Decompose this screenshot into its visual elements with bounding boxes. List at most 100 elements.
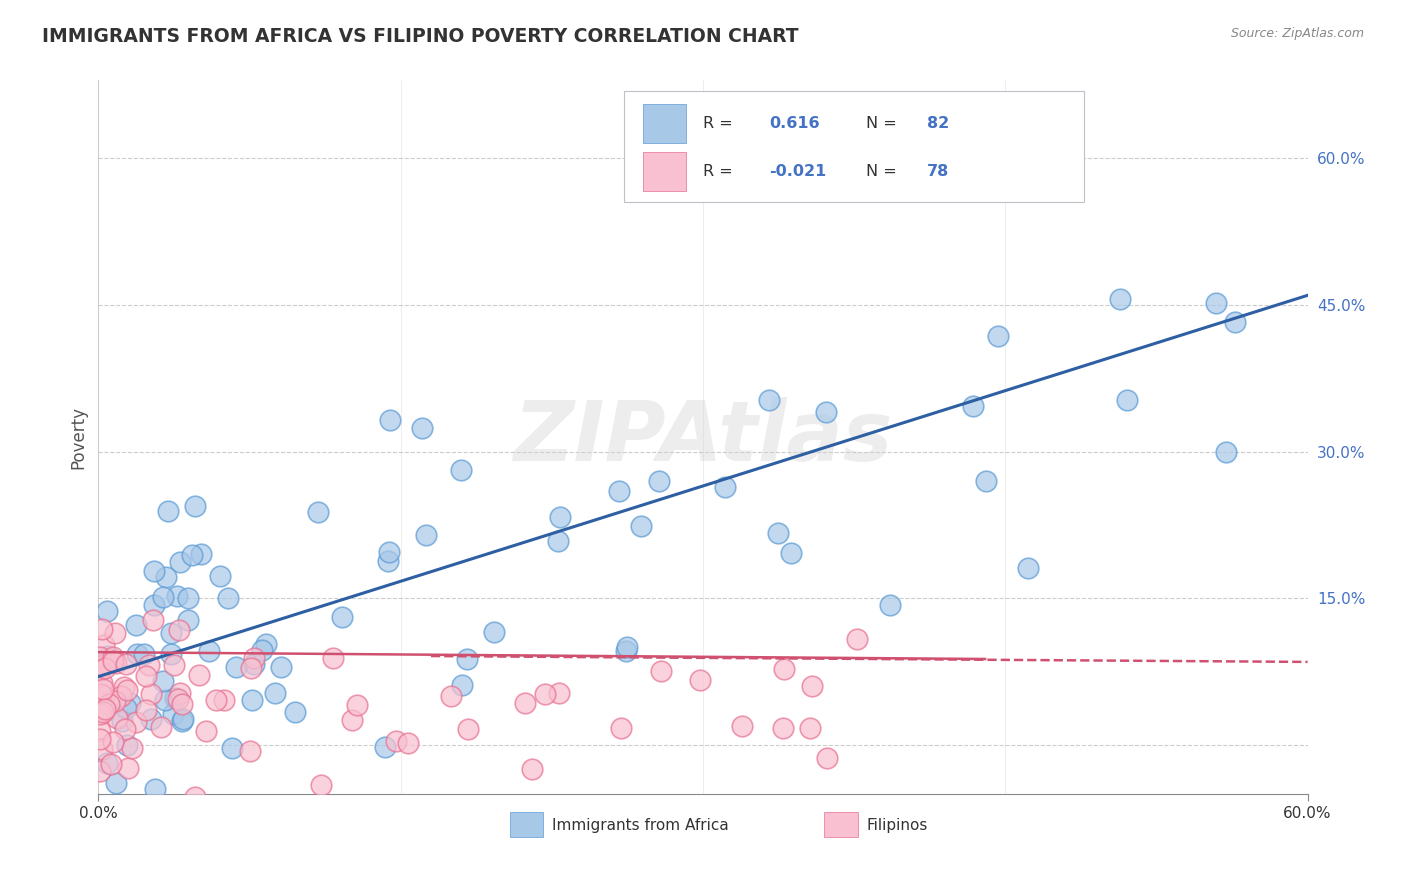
Point xyxy=(198,643,221,657)
Point xyxy=(143,598,166,612)
Point xyxy=(163,690,186,705)
Point xyxy=(162,706,184,721)
Text: Filipinos: Filipinos xyxy=(866,819,928,833)
Point xyxy=(125,618,148,632)
Point xyxy=(167,692,190,706)
Point xyxy=(145,823,167,838)
Point xyxy=(630,519,652,533)
Point xyxy=(254,637,277,651)
Point xyxy=(89,663,111,677)
Point xyxy=(172,712,194,726)
Point xyxy=(758,392,780,407)
Point xyxy=(773,662,796,676)
Point xyxy=(212,693,235,707)
Point xyxy=(169,686,191,700)
Point xyxy=(181,548,204,562)
Point xyxy=(772,721,794,735)
Point xyxy=(93,702,115,716)
Point xyxy=(457,722,479,736)
Point xyxy=(112,680,135,694)
Point xyxy=(90,687,112,701)
Point xyxy=(96,604,118,618)
Point xyxy=(648,475,671,489)
Text: IMMIGRANTS FROM AFRICA VS FILIPINO POVERTY CORRELATION CHART: IMMIGRANTS FROM AFRICA VS FILIPINO POVER… xyxy=(42,27,799,45)
Text: N =: N = xyxy=(866,116,897,131)
Point xyxy=(250,643,273,657)
Point xyxy=(209,569,232,583)
Point xyxy=(97,649,120,664)
Bar xyxy=(643,152,686,191)
Point xyxy=(91,681,114,696)
Point xyxy=(450,463,472,477)
Point xyxy=(879,598,901,612)
Point xyxy=(142,613,165,627)
Point xyxy=(520,762,543,776)
Point xyxy=(456,652,478,666)
Point xyxy=(163,657,186,672)
Point xyxy=(450,678,472,692)
Text: 82: 82 xyxy=(927,116,949,131)
Point xyxy=(340,713,363,727)
Point xyxy=(135,703,157,717)
Point xyxy=(846,632,869,646)
Point xyxy=(322,651,344,665)
Point xyxy=(378,545,401,559)
Point xyxy=(240,661,263,675)
Point xyxy=(377,554,399,568)
Point xyxy=(217,591,239,605)
Point xyxy=(121,740,143,755)
Point xyxy=(143,782,166,797)
Point xyxy=(396,736,419,750)
Point xyxy=(91,821,114,835)
Point xyxy=(172,714,194,728)
Text: R =: R = xyxy=(703,164,733,178)
Text: ZIPAtlas: ZIPAtlas xyxy=(513,397,893,477)
Point xyxy=(89,764,111,779)
Point xyxy=(730,719,752,733)
Point xyxy=(1017,561,1039,575)
Text: -0.021: -0.021 xyxy=(769,164,827,178)
Point xyxy=(115,701,138,715)
Point xyxy=(183,499,205,513)
Point xyxy=(384,733,406,747)
Bar xyxy=(643,103,686,143)
Point xyxy=(101,650,124,665)
Point xyxy=(309,778,332,792)
Point xyxy=(97,697,120,711)
Point xyxy=(89,724,111,739)
Point xyxy=(90,675,112,690)
Point xyxy=(177,614,200,628)
Point xyxy=(104,654,127,668)
Text: 78: 78 xyxy=(927,164,949,178)
Point xyxy=(117,761,139,775)
Point xyxy=(96,756,118,770)
Point xyxy=(205,693,228,707)
Point xyxy=(1215,444,1237,458)
Point xyxy=(139,687,162,701)
Point xyxy=(534,687,557,701)
Point xyxy=(689,673,711,688)
Point xyxy=(160,625,183,640)
Point xyxy=(190,547,212,561)
Point xyxy=(120,696,142,710)
Point xyxy=(1115,392,1137,407)
Point xyxy=(110,689,132,703)
Point xyxy=(152,590,174,604)
Point xyxy=(166,589,188,603)
Point xyxy=(142,564,165,578)
Point xyxy=(815,405,838,419)
Point xyxy=(194,723,217,738)
Point xyxy=(610,721,633,735)
Point xyxy=(243,657,266,671)
Point xyxy=(170,698,193,712)
Point xyxy=(160,647,183,661)
Point xyxy=(111,714,134,728)
Point xyxy=(167,623,190,637)
Point xyxy=(91,741,114,756)
Point xyxy=(114,657,136,671)
Point xyxy=(411,421,433,435)
Point xyxy=(547,533,569,548)
Point xyxy=(607,483,630,498)
Point xyxy=(330,609,353,624)
Point xyxy=(616,643,638,657)
